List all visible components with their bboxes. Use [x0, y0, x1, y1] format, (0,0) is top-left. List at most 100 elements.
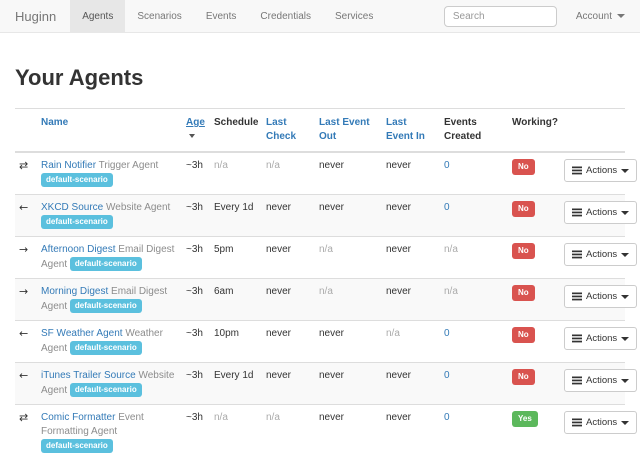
agent-type-label: Website Agent	[41, 370, 175, 396]
nav-item-credentials[interactable]: Credentials	[260, 10, 311, 22]
column-header-working: Working?	[512, 117, 558, 128]
agent-events-created[interactable]: 0	[444, 370, 450, 381]
agent-age: ~3h	[186, 286, 203, 297]
agent-type-label: Weather Agent	[41, 328, 163, 354]
agent-name-link[interactable]: XKCD Source	[41, 202, 104, 213]
scenario-badge[interactable]: default-scenario	[69, 257, 142, 271]
agent-events-created[interactable]: 0	[444, 202, 450, 213]
search-input[interactable]	[443, 5, 557, 27]
column-header-age[interactable]: Age	[186, 117, 205, 128]
actions-button[interactable]: Actions	[564, 159, 638, 182]
agent-last-event-in: n/a	[386, 328, 400, 339]
actions-button-label: Actions	[586, 291, 618, 302]
table-header-row: Name Age Schedule Last Check Last Event …	[15, 108, 625, 153]
table-row: ← XKCD Source Website Agent default-scen…	[15, 194, 638, 237]
working-status-badge: No	[512, 369, 535, 385]
actions-button-label: Actions	[586, 249, 618, 260]
working-status-badge: No	[512, 327, 535, 343]
agent-last-event-in: never	[386, 286, 412, 297]
actions-button-label: Actions	[586, 375, 618, 386]
agent-events-created[interactable]: 0	[444, 328, 450, 339]
table-row: ⇄ Comic Formatter Event Formatting Agent…	[15, 404, 638, 460]
header-actions-spacer	[560, 108, 625, 153]
list-icon	[572, 292, 582, 301]
scenario-badge[interactable]: default-scenario	[41, 173, 113, 187]
navbar-right: Account	[443, 0, 640, 32]
agent-last-event-in: never	[386, 412, 412, 423]
agent-last-event-in: never	[386, 244, 412, 255]
agent-age: ~3h	[186, 370, 203, 381]
column-header-name[interactable]: Name	[41, 117, 69, 128]
agent-last-event-out: never	[319, 160, 345, 171]
scenario-badge[interactable]: default-scenario	[69, 299, 142, 313]
agent-schedule: 5pm	[214, 244, 234, 255]
agent-events-created: n/a	[444, 244, 458, 255]
arrow-left-icon: ←	[19, 327, 29, 340]
agent-schedule: n/a	[214, 160, 228, 171]
scenario-badge[interactable]: default-scenario	[41, 439, 113, 453]
agent-last-event-in: never	[386, 160, 412, 171]
sort-desc-icon	[189, 134, 195, 139]
actions-button-label: Actions	[586, 417, 618, 428]
table-row: ← SF Weather Agent Weather Agent default…	[15, 320, 638, 363]
agent-name-link[interactable]: iTunes Trailer Source	[41, 370, 136, 381]
scenario-badge[interactable]: default-scenario	[69, 383, 142, 397]
agent-last-event-out: never	[319, 202, 345, 213]
table-row: → Morning Digest Email Digest Agent defa…	[15, 278, 638, 321]
nav-item-agents[interactable]: Agents	[70, 0, 126, 32]
page-title: Your Agents	[15, 65, 144, 90]
chevron-down-icon	[621, 210, 630, 215]
chevron-down-icon	[621, 252, 630, 257]
agent-age: ~3h	[186, 328, 203, 339]
arrow-left-icon: ←	[19, 369, 29, 382]
column-header-last-event-out[interactable]: Last Event Out	[319, 117, 370, 142]
agent-age: ~3h	[186, 202, 203, 213]
agent-type-label: Email Digest Agent	[41, 286, 168, 312]
navbar: Huginn Agents Scenarios Events Credentia…	[0, 0, 640, 33]
agent-age: ~3h	[186, 160, 203, 171]
agent-type-label: Event Formatting Agent	[41, 412, 144, 437]
column-header-last-check[interactable]: Last Check	[266, 117, 297, 142]
nav-item-services[interactable]: Services	[334, 10, 374, 22]
agent-schedule: 10pm	[214, 328, 240, 339]
agent-events-created: n/a	[444, 286, 458, 297]
table-row: ← iTunes Trailer Source Website Agent de…	[15, 362, 638, 405]
agent-last-event-out: never	[319, 412, 345, 423]
list-icon	[572, 208, 582, 217]
agent-last-event-out: n/a	[319, 244, 333, 255]
actions-button-label: Actions	[586, 207, 618, 218]
agent-name-link[interactable]: Comic Formatter	[41, 412, 116, 423]
actions-button[interactable]: Actions	[564, 285, 638, 308]
list-icon	[572, 166, 582, 175]
agent-name-link[interactable]: Rain Notifier	[41, 160, 97, 171]
agent-name-link[interactable]: SF Weather Agent	[41, 328, 123, 339]
column-header-schedule: Schedule	[214, 117, 259, 128]
actions-button[interactable]: Actions	[564, 327, 638, 350]
transfer-icon: ⇄	[19, 159, 29, 172]
agent-events-created[interactable]: 0	[444, 412, 450, 423]
working-status-badge: No	[512, 201, 535, 217]
table-row: ⇄ Rain Notifier Trigger Agent default-sc…	[15, 151, 638, 195]
actions-button[interactable]: Actions	[564, 201, 638, 224]
agent-last-event-out: never	[319, 370, 345, 381]
agent-name-link[interactable]: Afternoon Digest	[41, 244, 116, 255]
account-menu[interactable]: Account	[576, 11, 625, 22]
nav-item-scenarios[interactable]: Scenarios	[137, 10, 182, 22]
agent-events-created[interactable]: 0	[444, 160, 450, 171]
working-status-badge: Yes	[512, 411, 538, 427]
list-icon	[572, 334, 582, 343]
scenario-badge[interactable]: default-scenario	[41, 215, 113, 229]
chevron-down-icon	[621, 294, 630, 299]
actions-button[interactable]: Actions	[564, 243, 638, 266]
actions-button-label: Actions	[586, 333, 618, 344]
agent-name-link[interactable]: Morning Digest	[41, 286, 109, 297]
agent-schedule: Every 1d	[214, 370, 254, 381]
arrow-right-icon: →	[19, 243, 29, 256]
column-header-last-event-in[interactable]: Last Event In	[386, 117, 425, 142]
scenario-badge[interactable]: default-scenario	[69, 341, 142, 355]
actions-button[interactable]: Actions	[564, 411, 638, 434]
brand-huginn[interactable]: Huginn	[15, 8, 57, 24]
actions-button[interactable]: Actions	[564, 369, 638, 392]
nav-item-events[interactable]: Events	[205, 10, 237, 22]
working-status-badge: No	[512, 285, 535, 301]
